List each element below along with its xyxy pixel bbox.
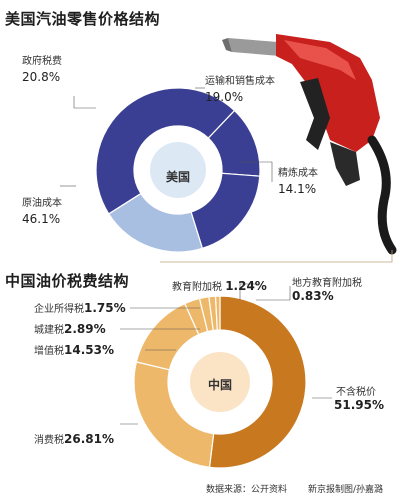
cn-label-corp-tax: 企业所得税1.75% [34, 301, 126, 315]
us-label-transport: 运输和销售成本 [205, 76, 275, 87]
divider-line [160, 250, 393, 263]
us-leader-lines [60, 87, 273, 187]
cn-value-local-edu-tax: 0.83% [292, 289, 334, 303]
cn-center-label: 中国 [207, 378, 232, 392]
cn-label-local-edu-tax: 地方教育附加税 [292, 278, 362, 289]
us-label-crude: 原油成本 [22, 198, 62, 209]
us-value-transport: 19.0% [205, 90, 244, 104]
us-value-refining: 14.1% [278, 182, 317, 196]
us-slice-3 [107, 192, 204, 253]
cn-label-consumption-tax: 消费税26.81% [34, 432, 114, 446]
us-center-disc [150, 142, 206, 198]
us-chart-title: 美国汽油零售价格结构 [5, 10, 161, 28]
cn-slice-6 [214, 295, 221, 331]
us-price-donut [95, 87, 261, 253]
cn-center-disc [190, 352, 250, 412]
us-slice-0 [95, 87, 236, 215]
cn-leader-lines [120, 283, 332, 425]
cn-label-pretax-price: 不含税价 [336, 387, 376, 398]
cn-chart-title: 中国油价税费结构 [5, 272, 130, 290]
footer-source: 数据来源：公开资料 [206, 485, 288, 495]
cn-value-pretax-price: 51.95% [334, 398, 384, 412]
cn-tax-donut [133, 295, 307, 469]
cn-label-vat: 增值税14.53% [34, 343, 114, 357]
cn-label-city-tax: 城建税2.89% [34, 322, 106, 336]
us-center-label: 美国 [165, 170, 190, 184]
cn-slice-0 [208, 295, 307, 469]
us-value-crude: 46.1% [22, 212, 61, 226]
fuel-nozzle-icon [222, 34, 397, 255]
cn-label-edu-tax: 教育附加税 1.24% [172, 279, 267, 293]
us-label-refining: 精炼成本 [278, 168, 318, 179]
us-value-gov-tax: 20.8% [22, 70, 61, 84]
footer-credit: 新京报制图/孙嘉潞 [308, 485, 384, 495]
us-label-gov-tax: 政府税费 [22, 56, 62, 67]
